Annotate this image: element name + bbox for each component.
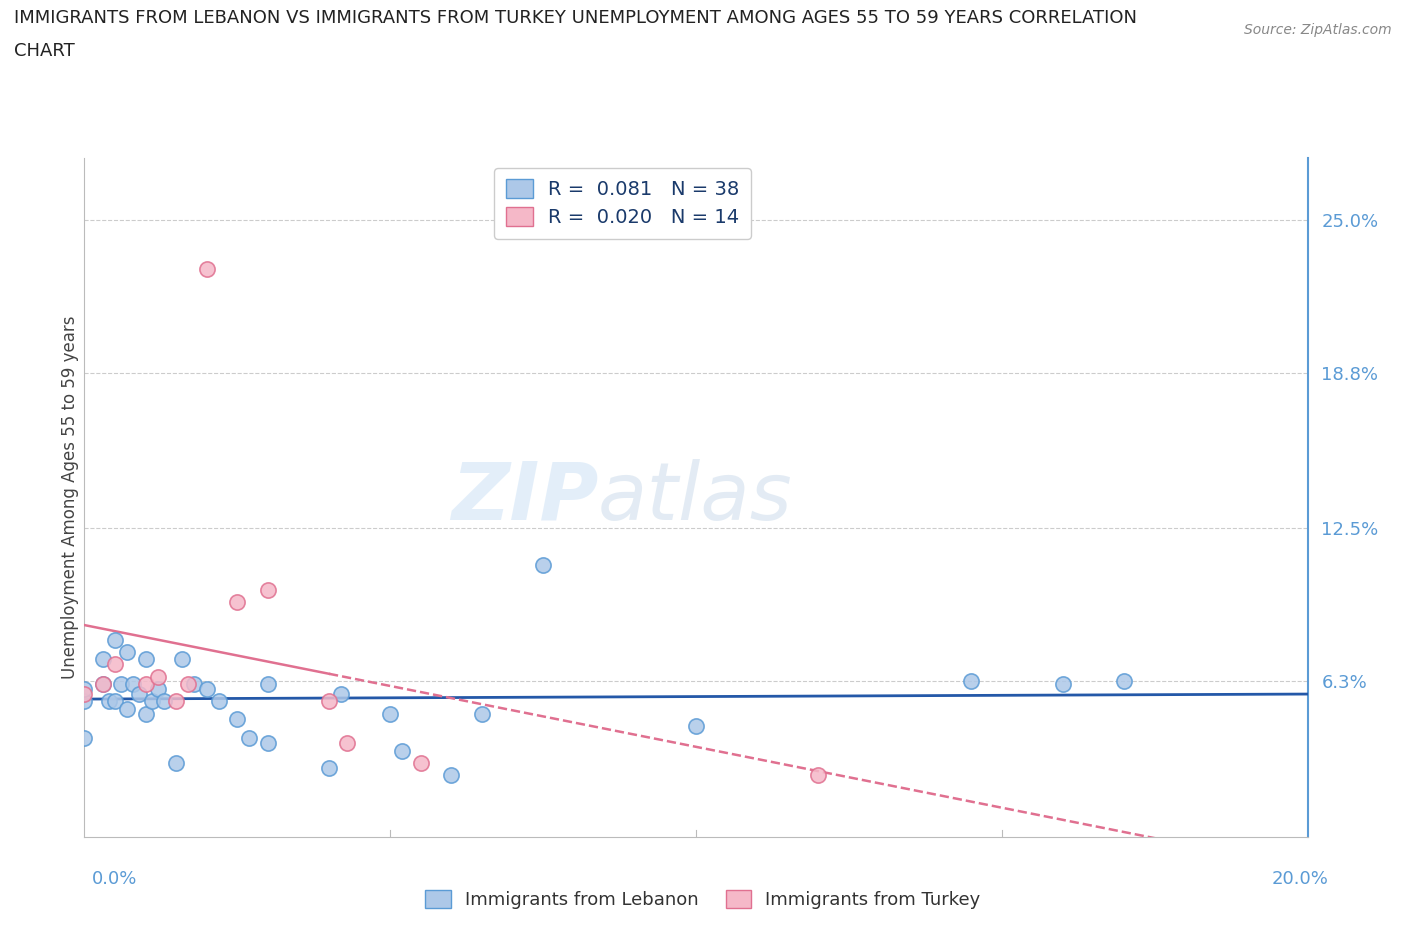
Point xyxy=(73,682,96,697)
Point xyxy=(238,731,260,746)
Legend: Immigrants from Lebanon, Immigrants from Turkey: Immigrants from Lebanon, Immigrants from… xyxy=(418,884,988,916)
Legend: R =  0.081   N = 38, R =  0.020   N = 14: R = 0.081 N = 38, R = 0.020 N = 14 xyxy=(494,167,751,239)
Point xyxy=(97,694,120,709)
Point xyxy=(172,652,194,667)
Point xyxy=(226,711,249,726)
Point xyxy=(380,706,402,721)
Point xyxy=(1114,674,1136,689)
Point xyxy=(91,676,114,691)
Point xyxy=(73,694,96,709)
Text: CHART: CHART xyxy=(14,42,75,60)
Text: Source: ZipAtlas.com: Source: ZipAtlas.com xyxy=(1244,23,1392,37)
Point xyxy=(104,657,127,671)
Point xyxy=(471,706,494,721)
Point xyxy=(330,686,353,701)
Text: atlas: atlas xyxy=(598,458,793,537)
Point xyxy=(257,583,280,598)
Point xyxy=(391,743,413,758)
Point xyxy=(183,676,205,691)
Point xyxy=(104,694,127,709)
Point xyxy=(409,755,432,770)
Point xyxy=(153,694,176,709)
Point xyxy=(73,686,96,701)
Point xyxy=(1052,676,1074,691)
Point xyxy=(177,676,200,691)
Point xyxy=(195,261,218,276)
Point xyxy=(146,682,169,697)
Point xyxy=(165,755,187,770)
Point xyxy=(141,694,163,709)
Point xyxy=(807,768,830,783)
Point xyxy=(146,669,169,684)
Point xyxy=(115,644,138,659)
Point xyxy=(91,676,114,691)
Point xyxy=(257,676,280,691)
Point xyxy=(195,682,218,697)
Point xyxy=(110,676,132,691)
Point xyxy=(165,694,187,709)
Point xyxy=(440,768,463,783)
Point xyxy=(91,652,114,667)
Text: IMMIGRANTS FROM LEBANON VS IMMIGRANTS FROM TURKEY UNEMPLOYMENT AMONG AGES 55 TO : IMMIGRANTS FROM LEBANON VS IMMIGRANTS FR… xyxy=(14,9,1137,27)
Point xyxy=(128,686,150,701)
Point xyxy=(104,632,127,647)
Point xyxy=(226,595,249,610)
Point xyxy=(318,694,340,709)
Point xyxy=(531,558,554,573)
Point xyxy=(73,731,96,746)
Point xyxy=(208,694,231,709)
Point xyxy=(318,761,340,776)
Text: 0.0%: 0.0% xyxy=(91,870,136,887)
Point xyxy=(135,676,157,691)
Point xyxy=(685,719,707,734)
Point xyxy=(115,701,138,716)
Point xyxy=(135,706,157,721)
Y-axis label: Unemployment Among Ages 55 to 59 years: Unemployment Among Ages 55 to 59 years xyxy=(62,316,80,679)
Text: ZIP: ZIP xyxy=(451,458,598,537)
Point xyxy=(257,736,280,751)
Text: 20.0%: 20.0% xyxy=(1272,870,1329,887)
Point xyxy=(122,676,145,691)
Point xyxy=(336,736,359,751)
Point xyxy=(960,674,983,689)
Point xyxy=(135,652,157,667)
